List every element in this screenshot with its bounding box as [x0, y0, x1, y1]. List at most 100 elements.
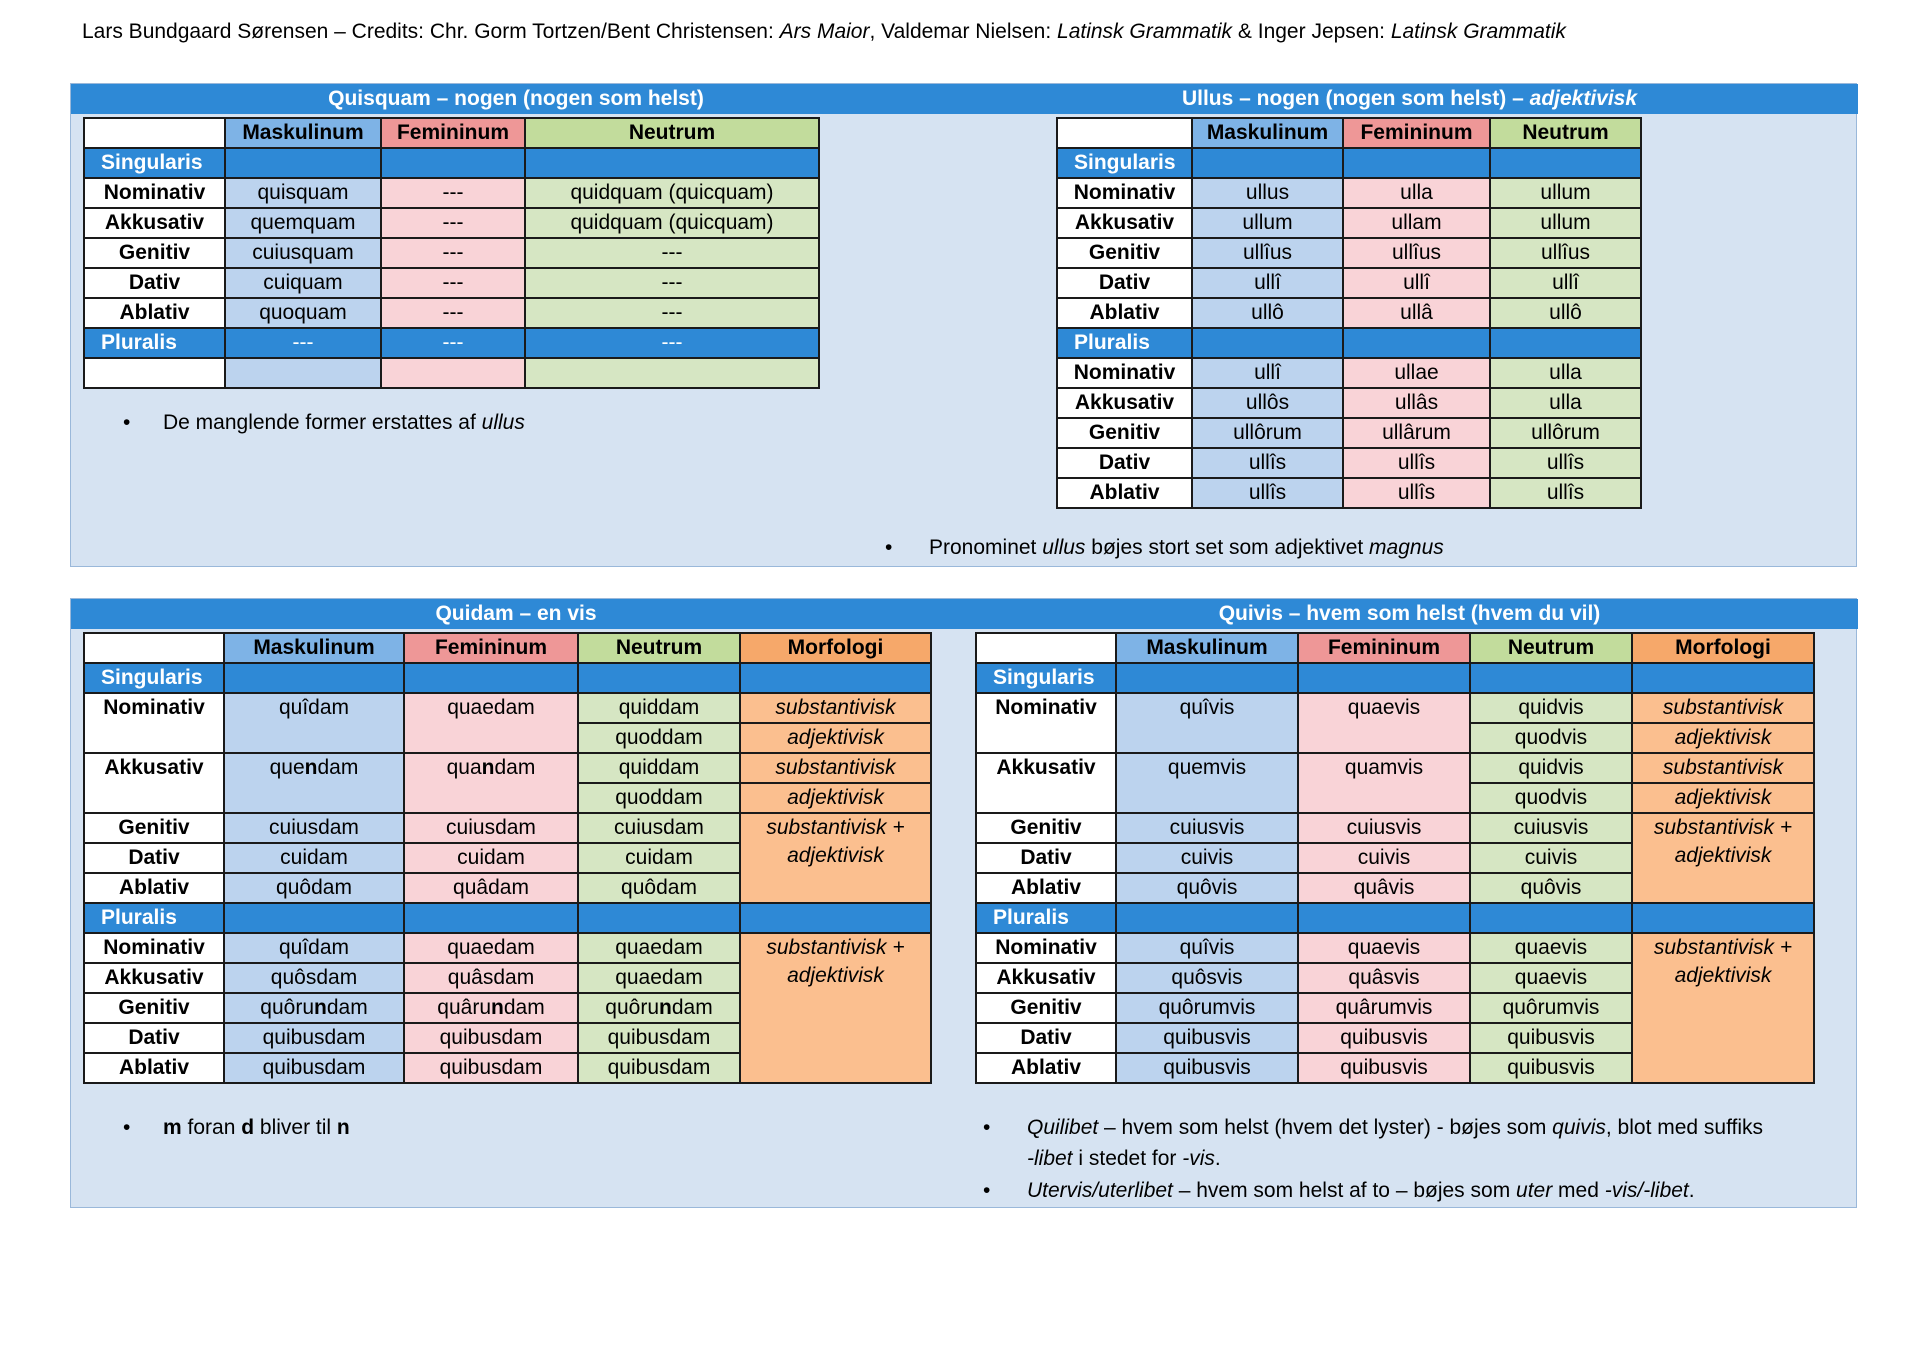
- table-cell: quibusdam: [223, 1022, 405, 1054]
- table-cell: quîdam: [223, 692, 405, 754]
- table-cell: cuiusvis: [1297, 812, 1471, 844]
- table-cell: ullam: [1342, 207, 1491, 239]
- table-cell: Neutrum: [1469, 632, 1633, 664]
- table-cell: cuiusdam: [403, 812, 579, 844]
- table-cell: [524, 357, 820, 389]
- table-cell: Genitiv: [1056, 417, 1193, 449]
- table-cell: Genitiv: [1056, 237, 1193, 269]
- table-cell: [524, 147, 820, 179]
- table-cell: [1056, 117, 1193, 149]
- table-cell: [577, 902, 741, 934]
- table-cell: ---: [524, 237, 820, 269]
- quivis-note-1: • Quilibet – hvem som helst (hvem det lys…: [983, 1116, 1764, 1170]
- col-masculinum: Maskulinum: [224, 117, 382, 149]
- table-cell: quodvis: [1469, 722, 1633, 754]
- table-cell: adjektivisk: [1631, 782, 1815, 814]
- table-cell: adjektivisk: [739, 782, 932, 814]
- table-cell: quamvis: [1297, 752, 1471, 814]
- table-cell: Akkusativ: [1056, 387, 1193, 419]
- table-cell: Singularis: [975, 662, 1117, 694]
- table-cell: ullîs: [1191, 447, 1344, 479]
- table-cell: Morfologi: [1631, 632, 1815, 664]
- table-cell: quôdam: [577, 872, 741, 904]
- table-cell: ullum: [1489, 207, 1642, 239]
- table-cell: quârumvis: [1297, 992, 1471, 1024]
- table-cell: [1489, 147, 1642, 179]
- table-cell: Genitiv: [975, 812, 1117, 844]
- table-cell: ---: [380, 177, 526, 209]
- table-cell: Akkusativ: [1056, 207, 1193, 239]
- table-cell: quibusvis: [1469, 1022, 1633, 1054]
- col-femininum: Femininum: [380, 117, 526, 149]
- table-cell: quaedam: [403, 692, 579, 754]
- table-cell: quâsvis: [1297, 962, 1471, 994]
- table-cell: quôrumvis: [1115, 992, 1299, 1024]
- table-cell: quodvis: [1469, 782, 1633, 814]
- table-cell: cuidam: [223, 842, 405, 874]
- table-cell: substantivisk: [739, 752, 932, 784]
- table-cell: [1297, 902, 1471, 934]
- table-cell: ullîus: [1342, 237, 1491, 269]
- table-cell: ---: [224, 327, 382, 359]
- table-cell: cuivis: [1297, 842, 1471, 874]
- table-cell: ---: [380, 327, 526, 359]
- table-cell: quôrundam: [223, 992, 405, 1024]
- table-cell: [1191, 147, 1344, 179]
- table-cell: Neutrum: [577, 632, 741, 664]
- table-cell: quiddam: [577, 752, 741, 784]
- table-cell: quâdam: [403, 872, 579, 904]
- table-cell: quârundam: [403, 992, 579, 1024]
- col-neutrum: Neutrum: [524, 117, 820, 149]
- table-cell: substantivisk + adjektivisk: [1631, 812, 1815, 904]
- table-cell: [1469, 662, 1633, 694]
- table-cell: [224, 357, 382, 389]
- quisquam-table: Maskulinum Femininum Neutrum Singularis No…: [83, 117, 820, 389]
- table-cell: cuidam: [577, 842, 741, 874]
- table-cell: substantivisk: [1631, 752, 1815, 784]
- table-cell: quôdam: [223, 872, 405, 904]
- table-cell: quoddam: [577, 782, 741, 814]
- table-cell: Akkusativ: [83, 962, 225, 994]
- table-cell: quibusvis: [1115, 1022, 1299, 1054]
- table-cell: ullâs: [1342, 387, 1491, 419]
- table-cell: Nominativ: [975, 932, 1117, 964]
- table-cell: [83, 357, 226, 389]
- table-cell: ullîus: [1489, 237, 1642, 269]
- table-cell: quîvis: [1115, 932, 1299, 964]
- table-cell: Dativ: [83, 267, 226, 299]
- bottom-panel: Quidam – en vis Quivis – hvem som helst …: [70, 598, 1858, 1208]
- table-cell: ullî: [1342, 267, 1491, 299]
- table-cell: ullî: [1191, 267, 1344, 299]
- table-cell: quidquam (quicquam): [524, 177, 820, 209]
- quidam-title: Quidam – en vis: [71, 599, 961, 629]
- table-cell: quibusvis: [1297, 1052, 1471, 1084]
- table-cell: ullîus: [1191, 237, 1344, 269]
- table-cell: ulla: [1489, 357, 1642, 389]
- table-cell: cuiusdam: [223, 812, 405, 844]
- table-cell: substantivisk: [739, 692, 932, 724]
- table-cell: ---: [380, 297, 526, 329]
- table-cell: Ablativ: [1056, 297, 1193, 329]
- table-cell: substantivisk + adjektivisk: [739, 932, 932, 1084]
- table-cell: [1191, 327, 1344, 359]
- table-cell: ulla: [1489, 387, 1642, 419]
- table-cell: quibusdam: [577, 1052, 741, 1084]
- table-cell: Dativ: [83, 842, 225, 874]
- table-cell: quâvis: [1297, 872, 1471, 904]
- table-cell: quîvis: [1115, 692, 1299, 754]
- table-cell: Dativ: [975, 1022, 1117, 1054]
- table-cell: quibusvis: [1469, 1052, 1633, 1084]
- table-cell: [739, 902, 932, 934]
- table-cell: ullae: [1342, 357, 1491, 389]
- table-cell: Ablativ: [1056, 477, 1193, 509]
- table-cell: [739, 662, 932, 694]
- table-cell: [1631, 662, 1815, 694]
- table-cell: quôrumvis: [1469, 992, 1633, 1024]
- table-cell: quôvis: [1469, 872, 1633, 904]
- table-cell: Genitiv: [975, 992, 1117, 1024]
- table-cell: ---: [524, 267, 820, 299]
- table-cell: ullâ: [1342, 297, 1491, 329]
- table-cell: quiddam: [577, 692, 741, 724]
- table-cell: quôvis: [1115, 872, 1299, 904]
- table-cell: [1489, 327, 1642, 359]
